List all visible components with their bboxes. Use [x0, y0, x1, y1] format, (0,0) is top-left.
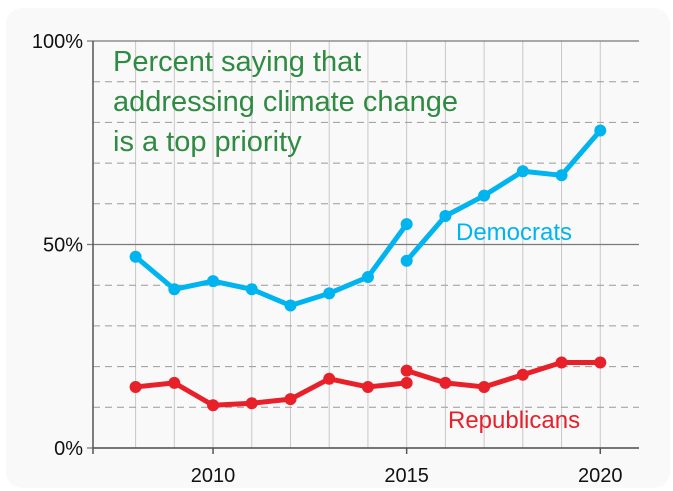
democrats-label: Democrats [456, 219, 572, 246]
democrats-point [207, 275, 220, 288]
x-tick-label: 2010 [191, 465, 236, 487]
y-tick-label: 50% [43, 235, 83, 257]
line-chart: 0% 50% 100% 2010 2015 2020 Percent saying tha… [32, 31, 639, 487]
x-tick-label: 2015 [384, 465, 429, 487]
republicans-point [516, 368, 529, 381]
chart-title-line: addressing climate change [113, 86, 458, 118]
republicans-point [400, 376, 413, 389]
democrats-point [594, 124, 607, 137]
democrats-point [323, 287, 336, 300]
republicans-point [245, 397, 258, 410]
republicans-point [168, 376, 181, 389]
republicans-point [323, 372, 336, 385]
republicans-point [478, 380, 491, 393]
democrats-point [400, 254, 413, 267]
democrats-point [478, 189, 491, 202]
axes [92, 41, 639, 454]
chart-title-line: is a top priority [113, 126, 302, 158]
republicans-point [555, 356, 568, 369]
democrats-point [555, 169, 568, 182]
republicans-line-2 [404, 360, 603, 390]
x-tick-label: 2020 [578, 465, 623, 487]
chart-title: Percent saying that addressing climate ch… [113, 46, 458, 158]
republicans-point [400, 364, 413, 377]
y-tick-label: 100% [32, 31, 83, 53]
republicans-point [207, 399, 220, 412]
democrats-point [516, 165, 529, 178]
democrats-point [168, 283, 181, 296]
democrats-point [284, 299, 297, 312]
democrats-line-1 [133, 221, 410, 309]
series-layer [129, 124, 607, 412]
chart-title-line: Percent saying that [113, 46, 361, 78]
chart-card: 0% 50% 100% 2010 2015 2020 Percent saying tha… [6, 8, 670, 488]
series-labels: Democrats Republicans [448, 219, 580, 434]
democrats-point [361, 271, 374, 284]
y-tick-label: 0% [54, 438, 83, 460]
republicans-point [439, 376, 452, 389]
republicans-line-1 [133, 376, 410, 408]
democrats-point [400, 218, 413, 231]
republicans-point [594, 356, 607, 369]
republicans-point [361, 380, 374, 393]
republicans-point [129, 380, 142, 393]
democrats-line-2 [404, 128, 603, 264]
republicans-point [284, 393, 297, 406]
democrats-point [245, 283, 258, 296]
republicans-label: Republicans [448, 407, 580, 434]
tick-labels: 0% 50% 100% 2010 2015 2020 [32, 31, 623, 487]
democrats-point [129, 250, 142, 263]
democrats-point [439, 210, 452, 223]
